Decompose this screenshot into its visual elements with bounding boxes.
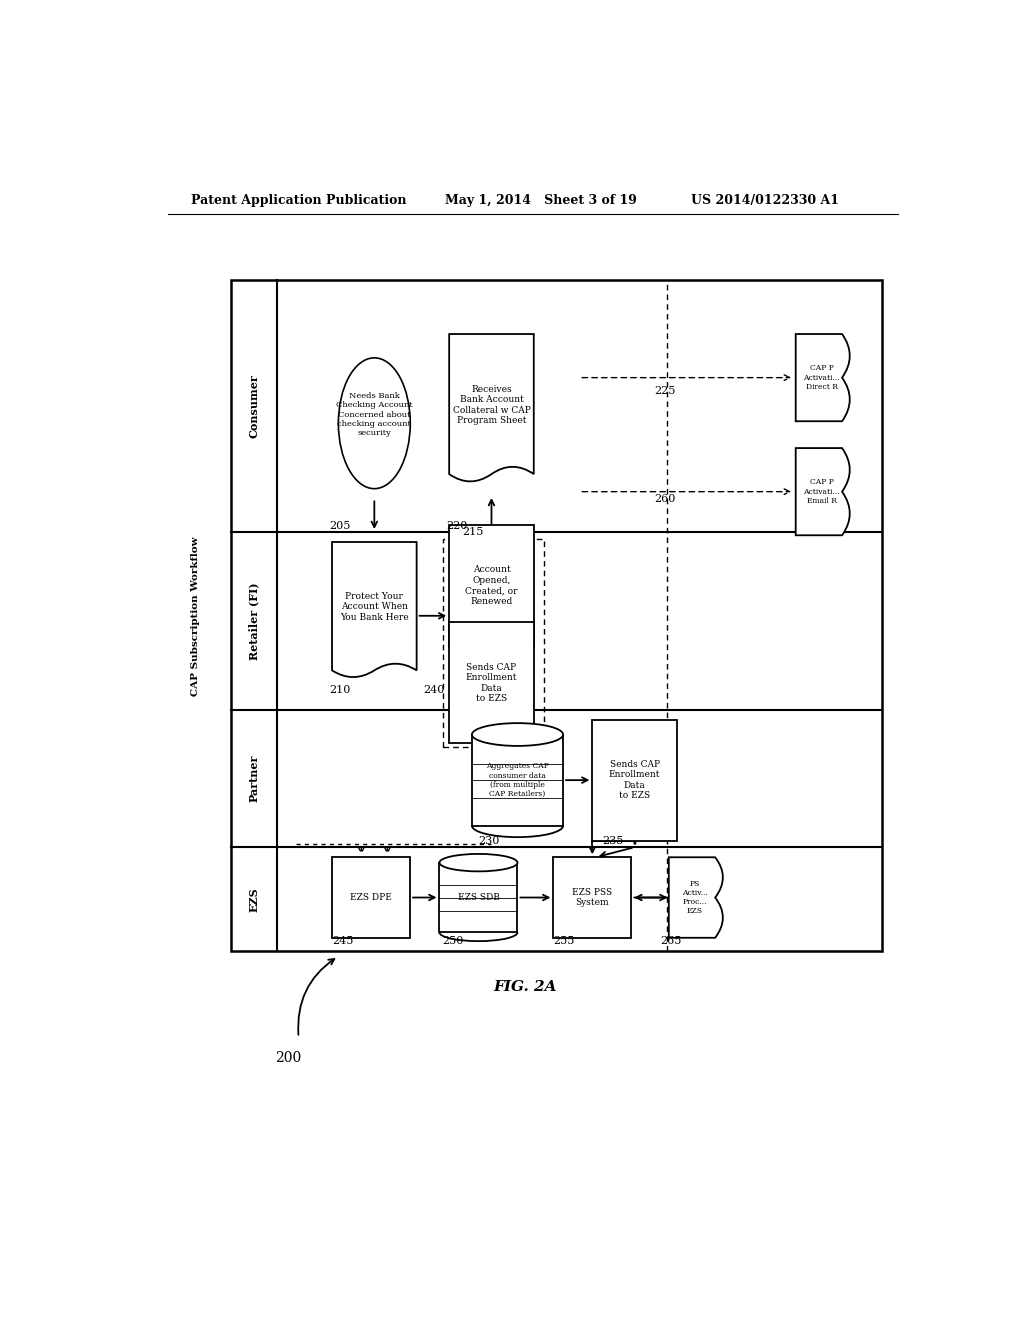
FancyBboxPatch shape	[450, 623, 534, 743]
FancyBboxPatch shape	[332, 857, 411, 937]
Ellipse shape	[370, 397, 403, 484]
Text: Sends CAP
Enrollment
Data
to EZS: Sends CAP Enrollment Data to EZS	[609, 760, 660, 800]
Text: 210: 210	[329, 685, 350, 694]
Text: CAP P
Activati...
Email R: CAP P Activati... Email R	[804, 478, 840, 504]
FancyBboxPatch shape	[553, 857, 632, 937]
Ellipse shape	[439, 854, 517, 871]
PathPatch shape	[796, 334, 850, 421]
Text: 245: 245	[332, 936, 353, 946]
Text: Consumer: Consumer	[249, 375, 259, 438]
Text: CAP Subscription Workflow: CAP Subscription Workflow	[190, 536, 200, 696]
FancyBboxPatch shape	[450, 525, 534, 645]
Text: 230: 230	[478, 836, 500, 846]
Text: 255: 255	[553, 936, 574, 946]
Text: 265: 265	[660, 936, 682, 946]
FancyBboxPatch shape	[592, 719, 677, 841]
Text: 205: 205	[329, 520, 350, 531]
Ellipse shape	[355, 348, 393, 428]
Text: Partner: Partner	[249, 755, 259, 803]
PathPatch shape	[332, 543, 417, 677]
Bar	[472, 734, 563, 826]
Ellipse shape	[313, 375, 351, 471]
Text: US 2014/0122330 A1: US 2014/0122330 A1	[691, 194, 840, 207]
Text: 250: 250	[442, 936, 464, 946]
Text: CAP P
Activati...
Direct R: CAP P Activati... Direct R	[804, 364, 840, 391]
Text: EZS: EZS	[249, 887, 259, 912]
Text: 200: 200	[274, 1051, 301, 1065]
Text: 260: 260	[654, 494, 676, 504]
Text: Needs Bank
Checking Account
Concerned about
checking account
security: Needs Bank Checking Account Concerned ab…	[336, 392, 413, 437]
Text: 240: 240	[423, 685, 444, 694]
Text: 215: 215	[462, 527, 483, 537]
Bar	[231, 280, 882, 952]
Text: Patent Application Publication: Patent Application Publication	[191, 194, 407, 207]
Text: PS
Activ...
Proc...
EZS: PS Activ... Proc... EZS	[682, 879, 708, 915]
Ellipse shape	[326, 348, 364, 428]
Text: Account
Opened,
Created, or
Renewed: Account Opened, Created, or Renewed	[465, 565, 518, 606]
Ellipse shape	[472, 723, 563, 746]
Text: EZS DPE: EZS DPE	[350, 894, 392, 902]
Text: Sends CAP
Enrollment
Data
to EZS: Sends CAP Enrollment Data to EZS	[466, 663, 517, 704]
Text: 225: 225	[654, 387, 676, 396]
PathPatch shape	[796, 447, 850, 536]
Bar	[442, 539, 544, 747]
Text: Protect Your
Account When
You Bank Here: Protect Your Account When You Bank Here	[340, 593, 409, 622]
Text: May 1, 2014   Sheet 3 of 19: May 1, 2014 Sheet 3 of 19	[445, 194, 637, 207]
Text: Receives
Bank Account
Collateral w CAP
Program Sheet: Receives Bank Account Collateral w CAP P…	[453, 384, 530, 425]
PathPatch shape	[669, 857, 723, 937]
Text: Retailer (FI): Retailer (FI)	[249, 582, 259, 660]
Text: EZS PSS
System: EZS PSS System	[572, 888, 612, 907]
Text: EZS SDB: EZS SDB	[458, 894, 500, 902]
PathPatch shape	[450, 334, 534, 482]
Ellipse shape	[388, 375, 420, 454]
Bar	[439, 863, 517, 932]
Text: 220: 220	[445, 520, 467, 531]
Ellipse shape	[343, 405, 381, 492]
Text: FIG. 2A: FIG. 2A	[493, 979, 557, 994]
Text: 235: 235	[602, 836, 624, 846]
Text: Aggregates CAP
consumer data
(from multiple
CAP Retailers): Aggregates CAP consumer data (from multi…	[486, 763, 549, 797]
